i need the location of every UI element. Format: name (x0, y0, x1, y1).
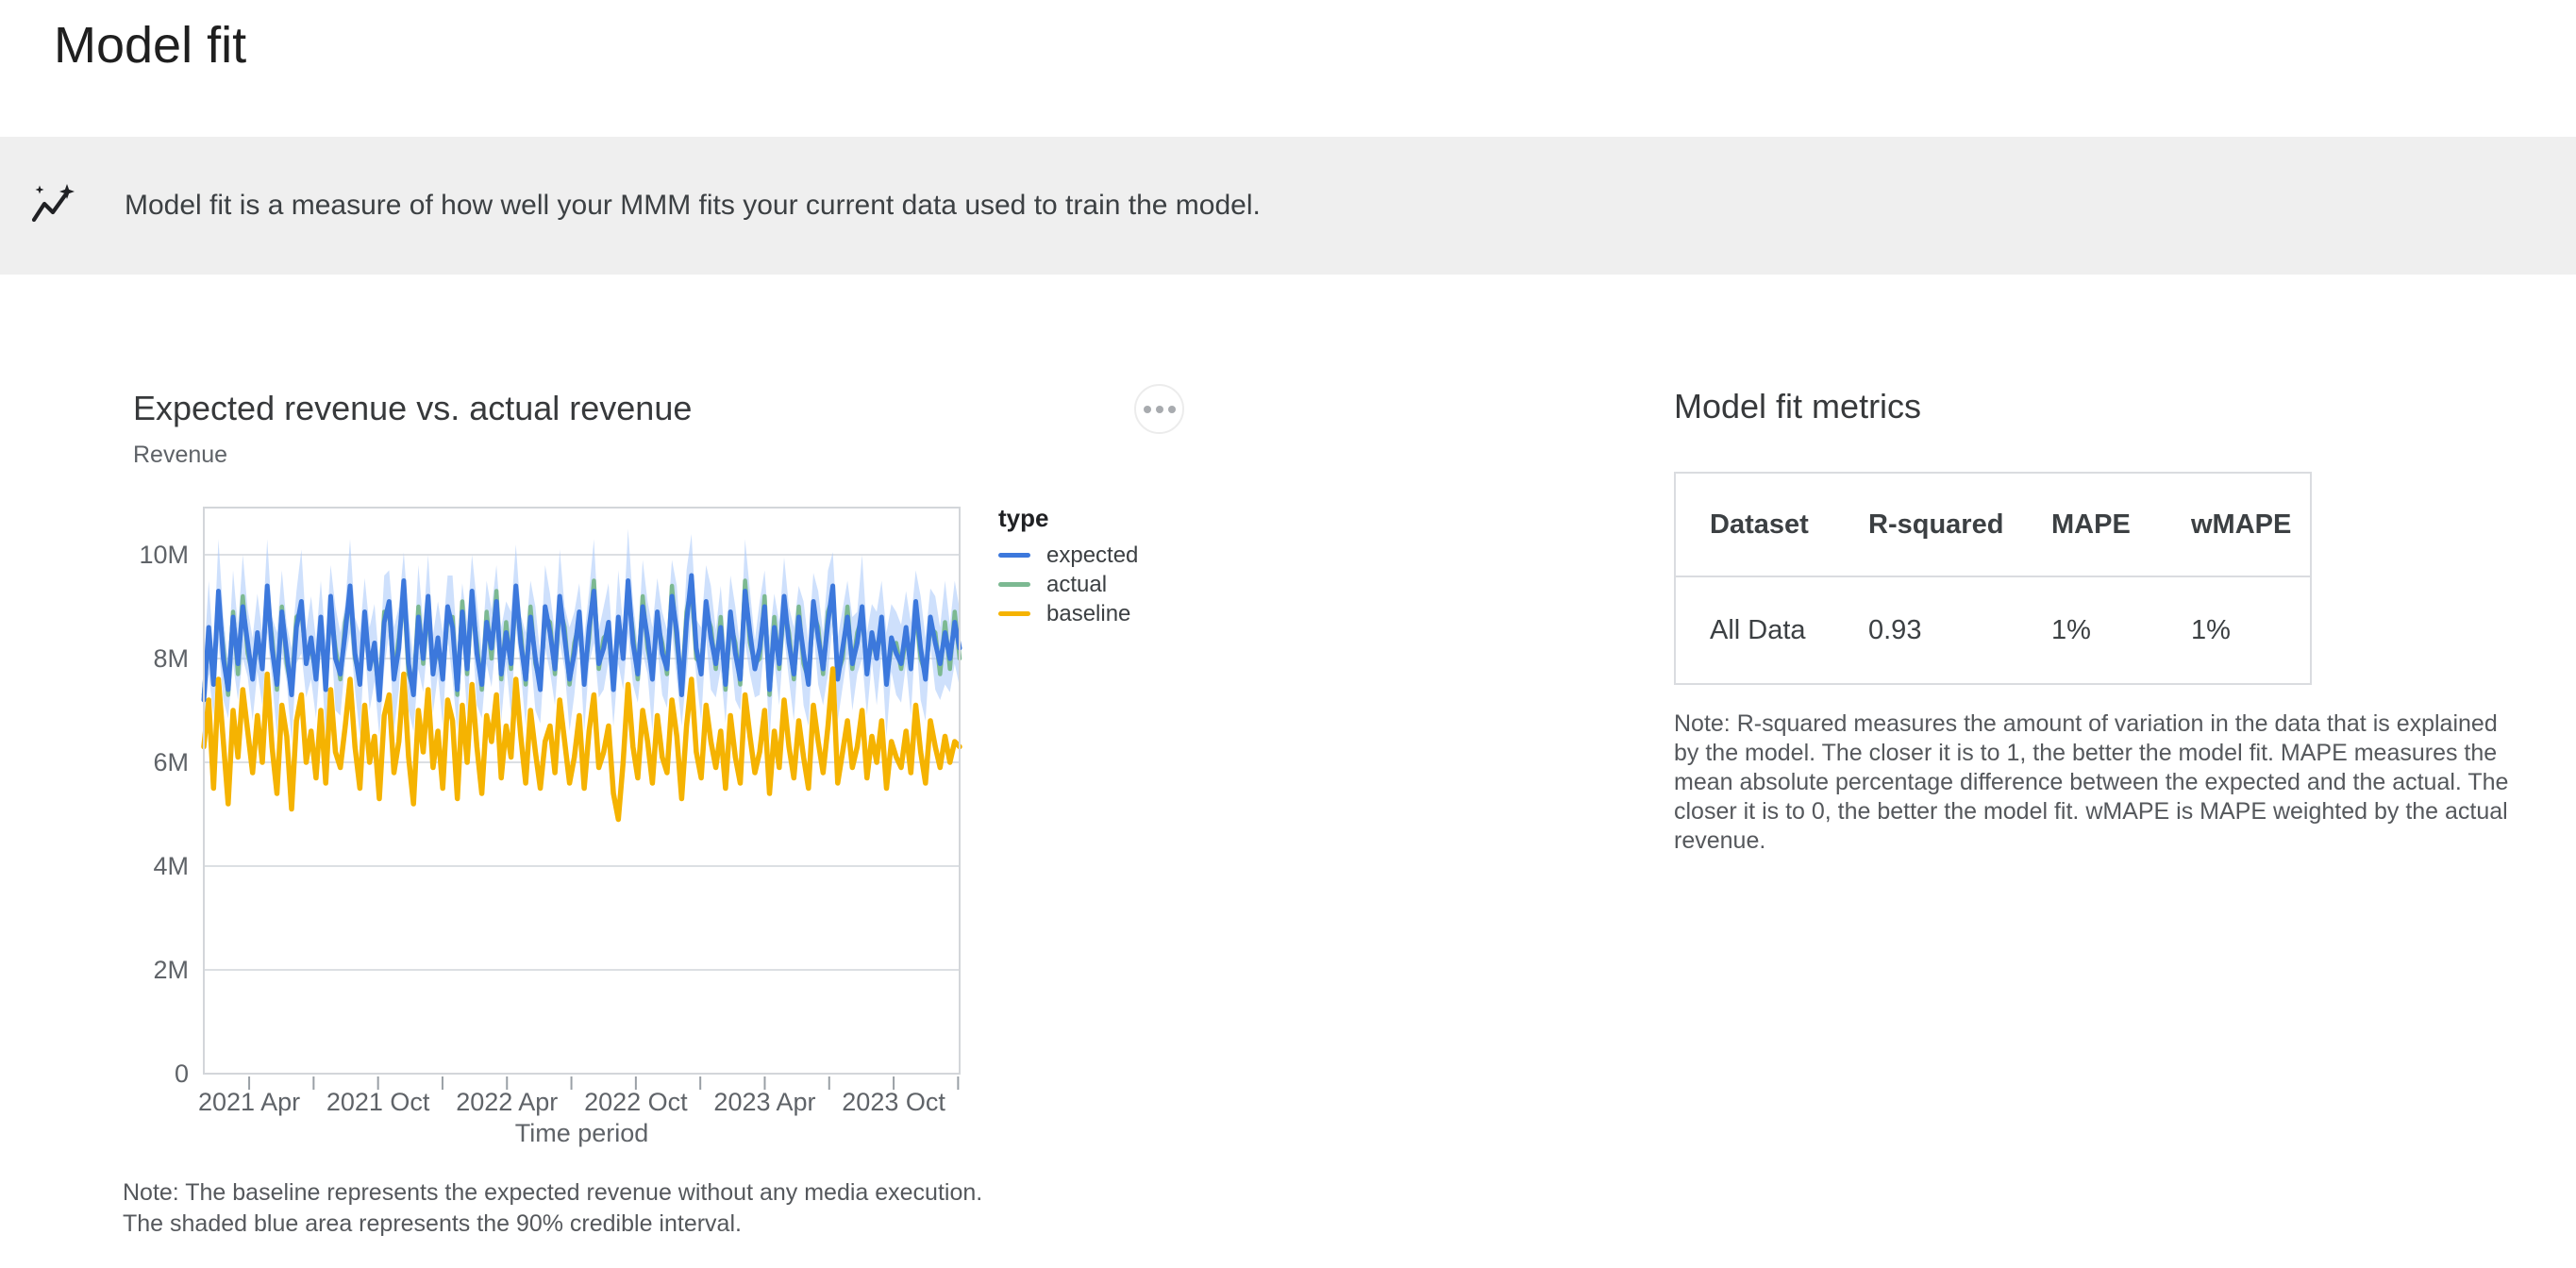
svg-text:2023 Oct: 2023 Oct (842, 1088, 945, 1116)
ellipsis-dot (1155, 405, 1163, 413)
svg-text:2021 Apr: 2021 Apr (198, 1088, 300, 1116)
chart-note: Note: The baseline represents the expect… (123, 1179, 983, 1237)
ellipsis-dot (1143, 405, 1151, 413)
chart-y-axis-title: Revenue (133, 442, 228, 468)
legend-item-actual: actual (998, 572, 1138, 597)
col-r-squared: R-squared (1868, 473, 2051, 577)
insights-trend-sparkle-icon (31, 184, 75, 223)
baseline-line-swatch (998, 611, 1030, 616)
svg-text:Time period: Time period (515, 1119, 649, 1147)
svg-text:8M: 8M (153, 644, 189, 673)
cell-mape: 1% (2051, 614, 2091, 645)
svg-text:6M: 6M (153, 748, 189, 776)
svg-text:2022 Apr: 2022 Apr (456, 1088, 558, 1116)
cell-wmape: 1% (2191, 614, 2231, 645)
model-fit-metrics-table: Dataset R-squared MAPE wMAPE All Data 0.… (1674, 472, 2312, 685)
expected-line-swatch (998, 553, 1030, 558)
metrics-note: Note: R-squared measures the amount of v… (1674, 710, 2509, 854)
more-options-button[interactable] (1134, 384, 1184, 434)
chart-title: Expected revenue vs. actual revenue (133, 389, 693, 427)
svg-text:2M: 2M (153, 956, 189, 984)
cell-dataset: All Data (1710, 614, 1806, 645)
table-row: All Data 0.93 1% 1% (1675, 576, 2311, 684)
legend-item-expected: expected (998, 542, 1138, 568)
svg-text:2022 Oct: 2022 Oct (584, 1088, 688, 1116)
svg-text:0: 0 (175, 1059, 189, 1088)
ellipsis-dot (1167, 405, 1176, 413)
metrics-section-title: Model fit metrics (1674, 387, 1922, 425)
banner-text: Model fit is a measure of how well your … (125, 190, 1261, 221)
table-header-row: Dataset R-squared MAPE wMAPE (1675, 473, 2311, 577)
col-mape: MAPE (2051, 473, 2191, 577)
legend-item-baseline: baseline (998, 601, 1138, 626)
svg-text:2021 Oct: 2021 Oct (326, 1088, 430, 1116)
cell-r-squared: 0.93 (1868, 614, 1922, 645)
legend-title: type (998, 504, 1049, 532)
svg-text:2023 Apr: 2023 Apr (713, 1088, 815, 1116)
info-banner: Model fit is a measure of how well your … (0, 137, 2576, 275)
page-title: Model fit (54, 17, 247, 74)
actual-line-swatch (998, 582, 1030, 587)
chart-legend: type expected actual baseline (998, 504, 1138, 630)
col-dataset: Dataset (1675, 473, 1868, 577)
svg-text:4M: 4M (153, 852, 189, 880)
col-wmape: wMAPE (2191, 473, 2311, 577)
svg-text:10M: 10M (139, 541, 189, 569)
